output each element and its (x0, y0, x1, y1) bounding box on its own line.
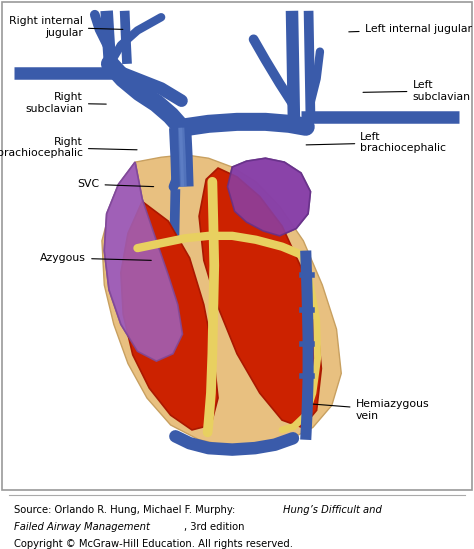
Polygon shape (102, 155, 341, 447)
Text: Right
brachiocephalic: Right brachiocephalic (0, 137, 137, 158)
Text: Hung’s Difficult and: Hung’s Difficult and (283, 505, 382, 514)
Text: Azygous: Azygous (40, 253, 151, 263)
Text: Failed Airway Management: Failed Airway Management (14, 522, 150, 532)
Polygon shape (199, 168, 321, 428)
Text: Left
brachiocephalic: Left brachiocephalic (306, 132, 446, 153)
FancyBboxPatch shape (2, 2, 472, 490)
Text: SVC: SVC (77, 180, 154, 189)
Text: Copyright © McGraw-Hill Education. All rights reserved.: Copyright © McGraw-Hill Education. All r… (14, 539, 293, 549)
Polygon shape (228, 158, 310, 236)
Polygon shape (104, 162, 182, 361)
Text: Hemiazygous
vein: Hemiazygous vein (313, 400, 429, 421)
Polygon shape (121, 201, 218, 430)
Text: Right internal
jugular: Right internal jugular (9, 16, 123, 38)
Text: Left
subclavian: Left subclavian (363, 80, 470, 102)
Polygon shape (104, 162, 182, 361)
Text: Source: Orlando R. Hung, Michael F. Murphy:: Source: Orlando R. Hung, Michael F. Murp… (14, 505, 238, 514)
Text: Left internal jugular: Left internal jugular (349, 25, 472, 35)
Text: , 3rd edition: , 3rd edition (184, 522, 245, 532)
Polygon shape (228, 158, 310, 236)
Text: Right
subclavian: Right subclavian (25, 92, 106, 114)
